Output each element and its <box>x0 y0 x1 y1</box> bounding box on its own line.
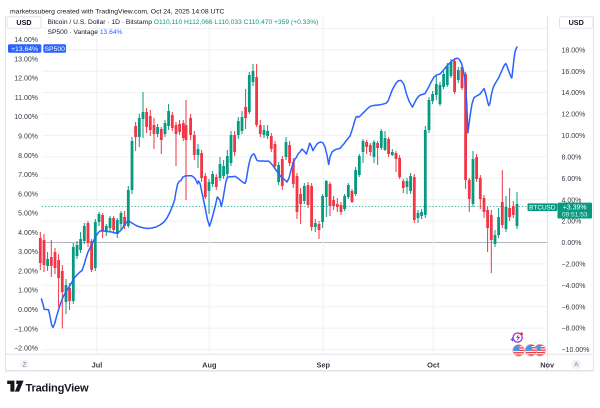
svg-text:Nov: Nov <box>540 361 555 370</box>
svg-text:6.00%: 6.00% <box>18 191 38 198</box>
svg-text:Sep: Sep <box>317 361 331 370</box>
svg-text:marketssuberg created with Tra: marketssuberg created with TradingView.c… <box>10 8 225 15</box>
svg-text:18.00%: 18.00% <box>562 47 586 54</box>
svg-text:12.00%: 12.00% <box>14 76 38 83</box>
svg-text:+13.64%: +13.64% <box>11 46 38 53</box>
svg-text:12.00%: 12.00% <box>562 112 586 119</box>
svg-text:3.00%: 3.00% <box>18 249 38 256</box>
svg-text:13.00%: 13.00% <box>14 56 38 63</box>
svg-text:Aug: Aug <box>202 361 217 370</box>
svg-text:−8.00%: −8.00% <box>562 326 586 333</box>
svg-text:16.00%: 16.00% <box>562 69 586 76</box>
svg-text:4.00%: 4.00% <box>562 197 582 204</box>
svg-text:2.00%: 2.00% <box>562 219 582 226</box>
svg-text:1.00%: 1.00% <box>18 288 38 295</box>
svg-text:7.00%: 7.00% <box>18 172 38 179</box>
svg-text:0.00%: 0.00% <box>562 240 582 247</box>
svg-text:8.00%: 8.00% <box>18 153 38 160</box>
svg-text:Jul: Jul <box>92 361 103 370</box>
svg-text:Z: Z <box>23 361 27 368</box>
svg-text:14.00%: 14.00% <box>14 37 38 44</box>
svg-text:A: A <box>574 362 579 369</box>
svg-text:10.00%: 10.00% <box>14 114 38 121</box>
svg-text:−4.00%: −4.00% <box>562 283 586 290</box>
svg-text:BTCUSD: BTCUSD <box>529 204 556 211</box>
svg-text:−6.00%: −6.00% <box>562 304 586 311</box>
svg-text:TradingView: TradingView <box>26 382 90 394</box>
svg-text:0.00%: 0.00% <box>18 307 38 314</box>
svg-text:USD: USD <box>16 18 31 27</box>
svg-text:−10.00%: −10.00% <box>562 347 590 354</box>
svg-text:6.00%: 6.00% <box>562 176 582 183</box>
svg-text:14.00%: 14.00% <box>562 90 586 97</box>
svg-text:SP500: SP500 <box>44 46 65 53</box>
svg-text:10.00%: 10.00% <box>562 133 586 140</box>
svg-text:−2.00%: −2.00% <box>14 346 38 353</box>
svg-text:2.00%: 2.00% <box>18 268 38 275</box>
svg-text:SP500 · Vantage 13.64%: SP500 · Vantage 13.64% <box>48 29 123 36</box>
svg-text:Oct: Oct <box>427 361 440 370</box>
svg-text:11.00%: 11.00% <box>15 95 38 102</box>
svg-text:USD: USD <box>569 18 584 27</box>
svg-text:9.00%: 9.00% <box>18 134 38 141</box>
svg-text:5.00%: 5.00% <box>18 211 38 218</box>
svg-text:+3.39%: +3.39% <box>563 204 587 211</box>
svg-text:09:51:53: 09:51:53 <box>562 212 588 219</box>
svg-text:4.00%: 4.00% <box>18 230 38 237</box>
svg-text:8.00%: 8.00% <box>562 155 582 162</box>
svg-text:−1.00%: −1.00% <box>14 326 38 333</box>
svg-text:Bitcoin / U.S. Dollar · 1D · B: Bitcoin / U.S. Dollar · 1D · Bitstamp O1… <box>48 19 319 26</box>
svg-text:−2.00%: −2.00% <box>562 262 586 269</box>
